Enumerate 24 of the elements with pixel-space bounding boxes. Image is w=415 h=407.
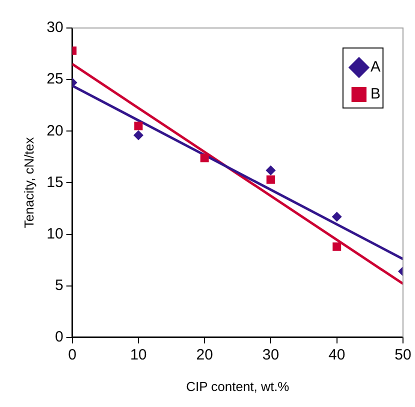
legend-label: B xyxy=(370,86,381,103)
x-axis-title: CIP content, wt.% xyxy=(186,378,290,394)
point xyxy=(200,154,209,162)
y-tick-label: 30 xyxy=(46,19,64,36)
point xyxy=(332,242,342,251)
y-tick-label: 10 xyxy=(46,225,64,242)
y-axis-title: Tenacity, cN/tex xyxy=(21,136,36,228)
x-tick-label: 20 xyxy=(196,346,213,364)
point xyxy=(134,122,143,130)
x-tick-label: 10 xyxy=(130,346,147,364)
x-tick-label: 40 xyxy=(328,346,346,364)
y-tick-label: 15 xyxy=(46,174,64,191)
x-tick-label: 30 xyxy=(262,346,280,364)
legend-label: A xyxy=(370,58,381,76)
y-tick-label: 25 xyxy=(46,70,64,88)
x-tick-label: 50 xyxy=(394,346,412,364)
point xyxy=(133,130,144,140)
y-tick-label: 5 xyxy=(54,276,64,294)
y-tick-label: 0 xyxy=(54,328,64,346)
y-tick-label: 20 xyxy=(46,122,64,140)
point xyxy=(332,212,342,222)
x-tick-label: 0 xyxy=(68,346,76,364)
point xyxy=(266,175,275,184)
point xyxy=(266,165,276,176)
